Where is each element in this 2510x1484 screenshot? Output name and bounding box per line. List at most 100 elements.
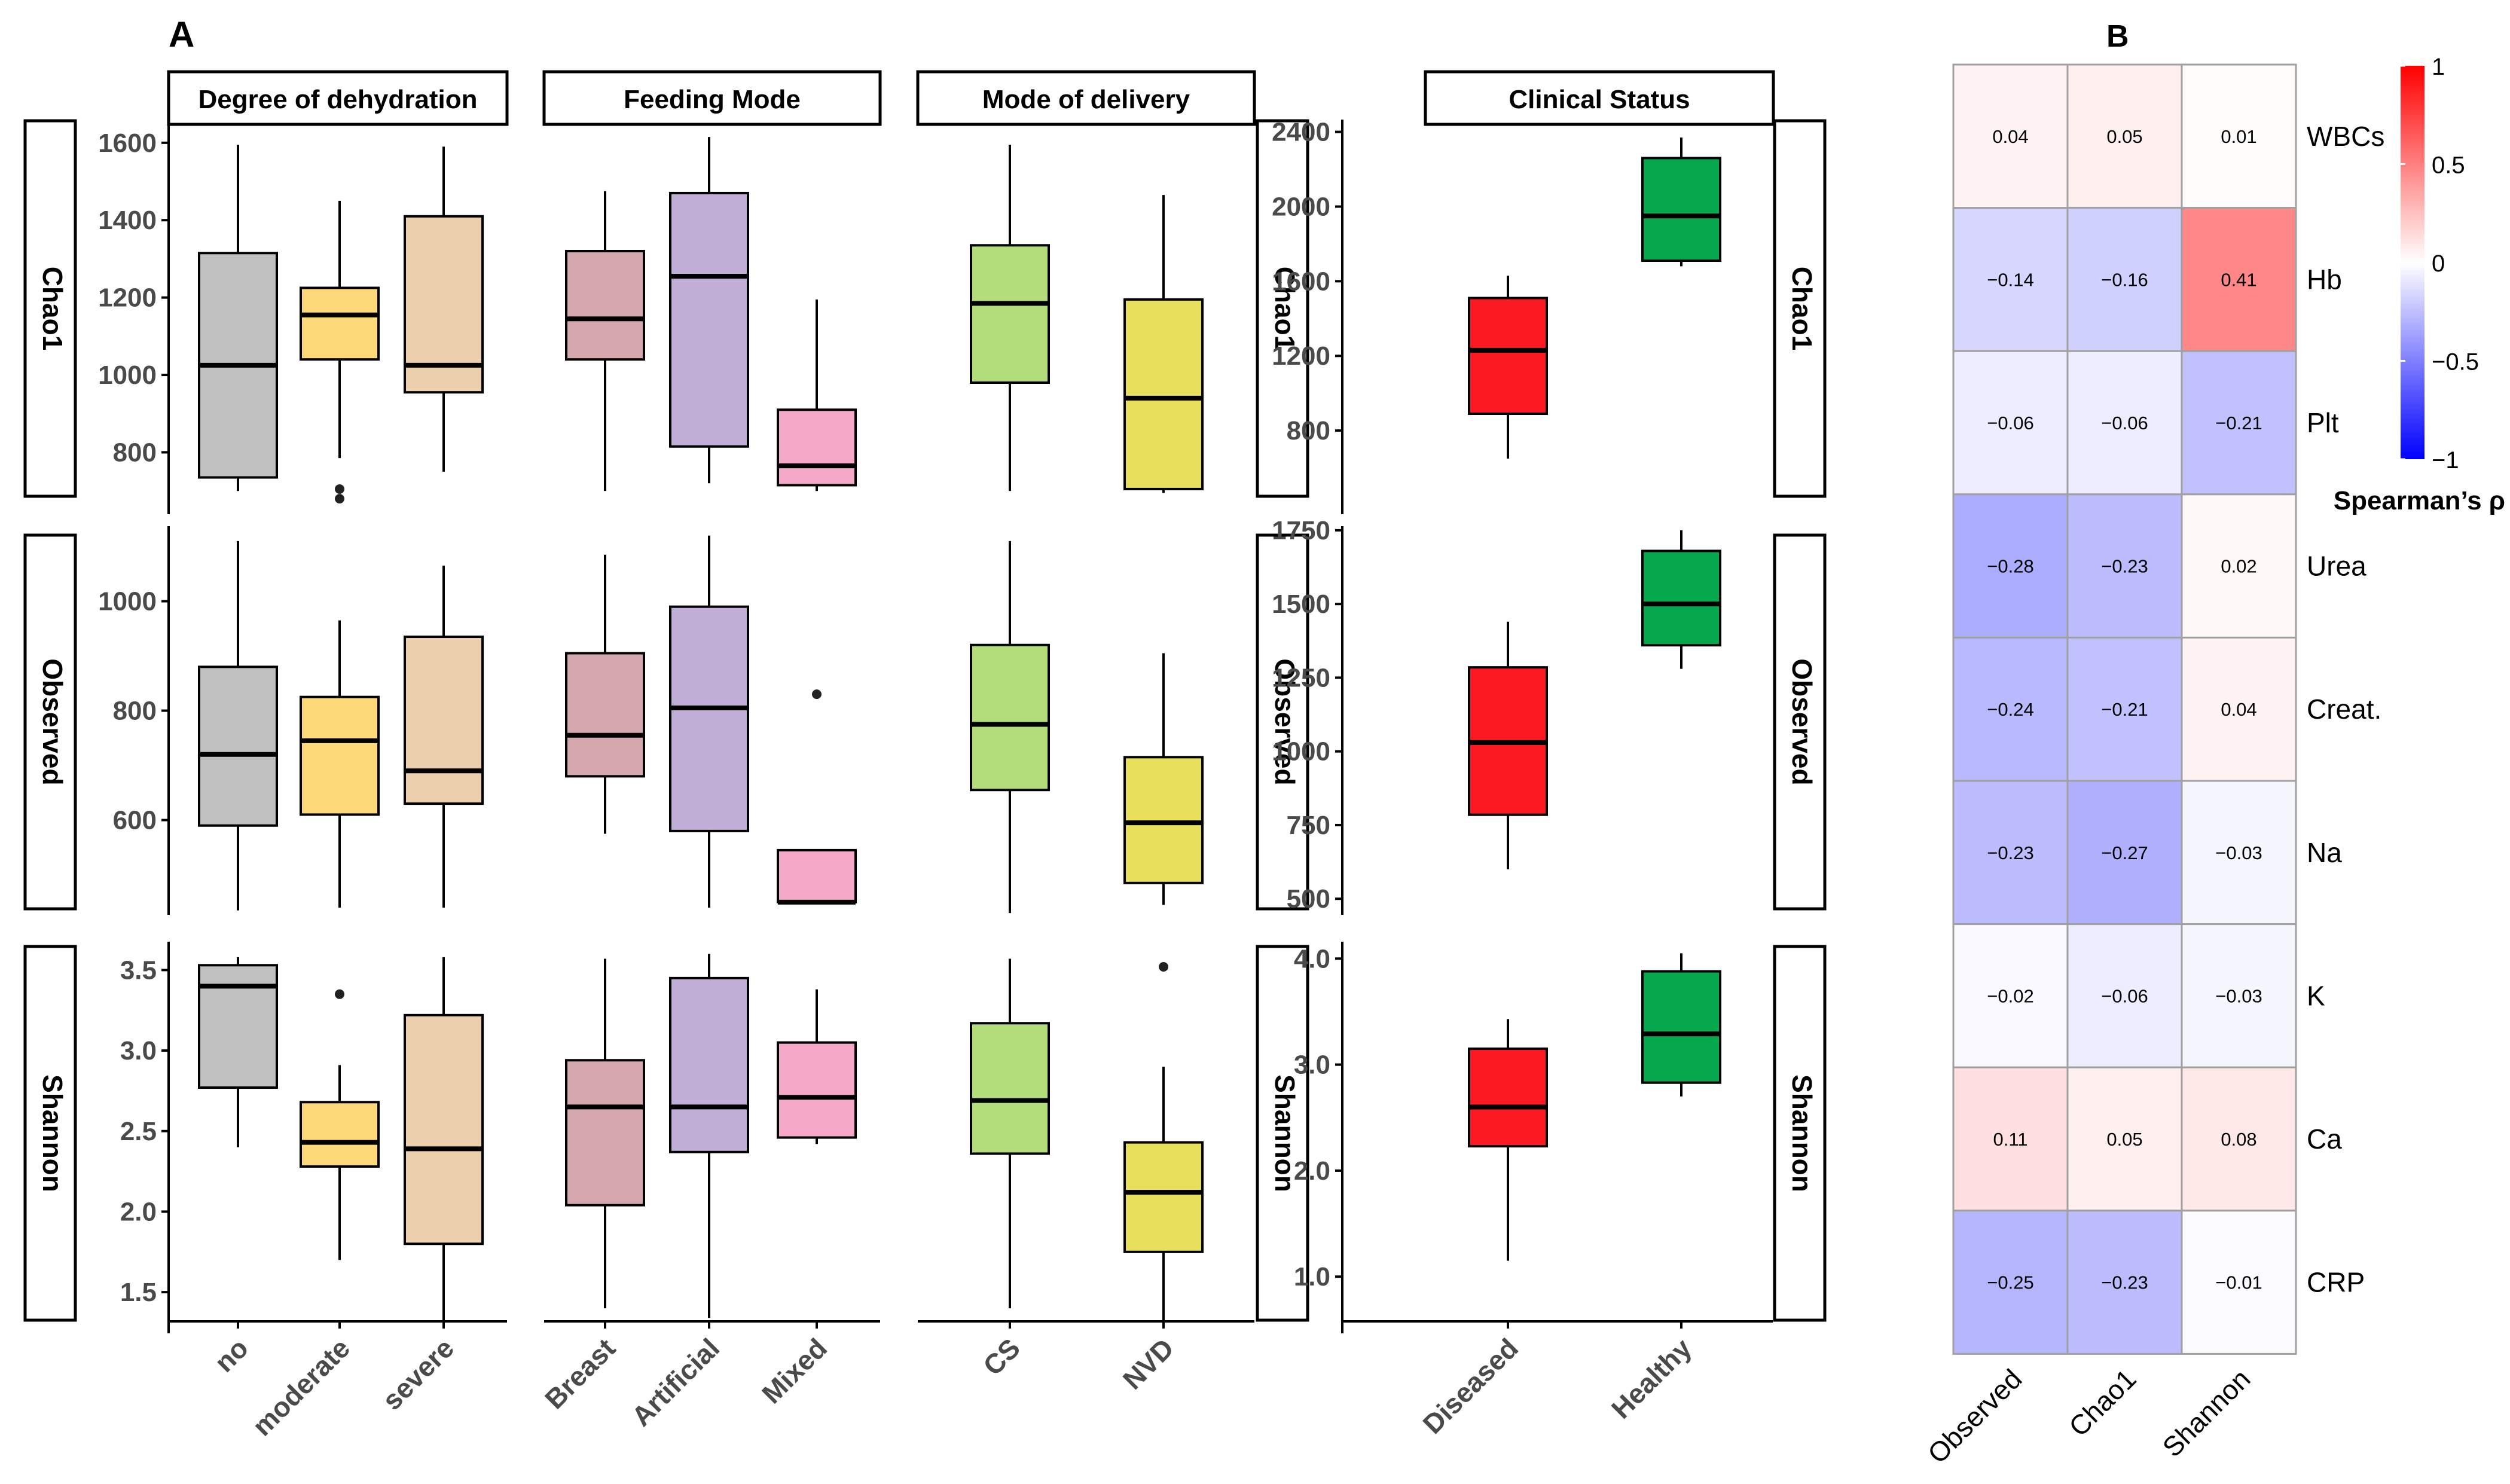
outlier-point: [335, 989, 344, 999]
row-strip-label: Observed: [1787, 658, 1818, 785]
cell-value: 0.05: [2106, 1129, 2142, 1150]
heatmap-cell: [1952, 1066, 2069, 1212]
y-tick-label: 3.0: [120, 1036, 157, 1065]
y-tick-label: 2400: [1272, 118, 1330, 147]
y-tick-label: 1000: [98, 361, 157, 390]
row-strip-0-0: [23, 119, 77, 498]
heatmap-cell: [2066, 350, 2183, 496]
y-tick-label: 1400: [98, 206, 157, 235]
y-tick-label: 1250: [1272, 663, 1330, 692]
row-label: Creat.: [2307, 694, 2381, 725]
cell-value: −0.27: [2101, 842, 2148, 863]
box: [970, 1022, 1050, 1155]
row-label: Na: [2307, 837, 2342, 868]
box: [669, 191, 749, 448]
x-tick-label: Breast: [539, 1332, 621, 1415]
cell-value: 0.05: [2106, 126, 2142, 147]
y-tick-label: 1750: [1272, 516, 1330, 545]
box: [565, 652, 645, 778]
x-tick-label: moderate: [246, 1332, 356, 1442]
heatmap-cell: [2181, 780, 2297, 926]
row-strip-label: Chao1: [1787, 267, 1818, 351]
legend-tick-label: −0.5: [2432, 349, 2479, 375]
box: [1123, 756, 1204, 884]
box: [1123, 1141, 1204, 1253]
heatmap-cell: [1952, 63, 2069, 209]
row-strip-0-2: [1773, 119, 1827, 498]
y-tick-label: 500: [1287, 884, 1330, 914]
heatmap-cell: [2066, 1210, 2183, 1355]
row-strip-label: Shannon: [37, 1074, 68, 1192]
outlier-point: [1159, 962, 1168, 972]
y-tick-label: 1500: [1272, 590, 1330, 619]
heatmap-cell: [2181, 1210, 2297, 1355]
heatmap-cell: [1952, 207, 2069, 352]
heatmap-cell: [2066, 923, 2183, 1068]
legend-tick-label: −1: [2432, 447, 2459, 474]
x-tick-label: Healthy: [1605, 1332, 1698, 1425]
y-tick-label: 2.5: [120, 1117, 157, 1146]
cell-value: −0.23: [2101, 556, 2148, 577]
row-label: Ca: [2307, 1123, 2342, 1155]
box: [1641, 549, 1721, 647]
heatmap-cell: [1952, 923, 2069, 1068]
color-legend: 1 0.5 0 −0.5 −1 Spearman’s ρ: [2334, 54, 2505, 515]
strip-label: Degree of dehydration: [199, 85, 478, 114]
row-strip-0-1: [1256, 119, 1309, 498]
y-tick-label: 1600: [98, 129, 157, 158]
box: [777, 1041, 857, 1139]
y-tick-label: 1000: [98, 587, 157, 616]
legend-tick-label: 0: [2432, 251, 2445, 277]
box: [198, 665, 278, 827]
heatmap-cell: [1952, 350, 2069, 496]
box: [404, 1013, 484, 1245]
row-strip-1-1: [1256, 533, 1309, 911]
cell-value: 0.11: [1993, 1129, 2027, 1150]
box: [1468, 1047, 1548, 1148]
cell-value: −0.14: [1987, 269, 2033, 290]
cell-value: −0.06: [2101, 413, 2148, 433]
cell-value: −0.16: [2101, 269, 2148, 290]
box: [300, 695, 380, 816]
y-tick-label: 800: [1287, 416, 1330, 445]
cell-value: 0.01: [2221, 126, 2256, 147]
row-strip-2-0: [23, 945, 77, 1322]
y-tick-label: 800: [113, 697, 157, 726]
legend-title: Spearman’s ρ: [2334, 486, 2505, 515]
y-tick-label: 800: [113, 438, 157, 467]
strip-2: [916, 70, 1256, 126]
y-tick-label: 600: [113, 806, 157, 835]
outlier-point: [812, 689, 822, 700]
row-strip-label: Chao1: [1269, 267, 1300, 351]
heatmap-cell: [2066, 207, 2183, 352]
row-strip-label: Shannon: [1269, 1074, 1300, 1192]
column-label: Chao1: [2063, 1363, 2142, 1443]
legend-tick-label: 0.5: [2432, 152, 2465, 179]
heatmap-cell: [2181, 636, 2297, 782]
box: [1123, 298, 1204, 490]
y-tick-label: 1200: [1272, 341, 1330, 371]
row-label: WBCs: [2307, 121, 2384, 152]
x-tick-label: NVD: [1117, 1332, 1180, 1395]
strip-label: Mode of delivery: [982, 85, 1190, 114]
box: [970, 643, 1050, 792]
panel-a-label: A: [169, 14, 194, 54]
box: [300, 286, 380, 361]
row-label: Plt: [2307, 407, 2339, 438]
row-strip-label: Observed: [1269, 658, 1300, 785]
box: [198, 964, 278, 1089]
cell-value: −0.06: [1987, 413, 2033, 433]
cell-value: −0.23: [1987, 842, 2033, 863]
strip-0: [167, 70, 509, 126]
cell-value: 0.41: [2221, 269, 2256, 290]
cell-value: −0.24: [1987, 699, 2033, 720]
box: [1641, 970, 1721, 1084]
box: [777, 848, 857, 903]
y-tick-label: 2.0: [1294, 1156, 1330, 1186]
row-strip-label: Chao1: [37, 267, 68, 351]
strip-3: [1424, 70, 1775, 126]
cell-value: −0.21: [2101, 699, 2148, 720]
y-tick-label: 2000: [1272, 192, 1330, 221]
cell-value: −0.03: [2215, 985, 2262, 1006]
cell-value: 0.04: [2221, 699, 2256, 720]
